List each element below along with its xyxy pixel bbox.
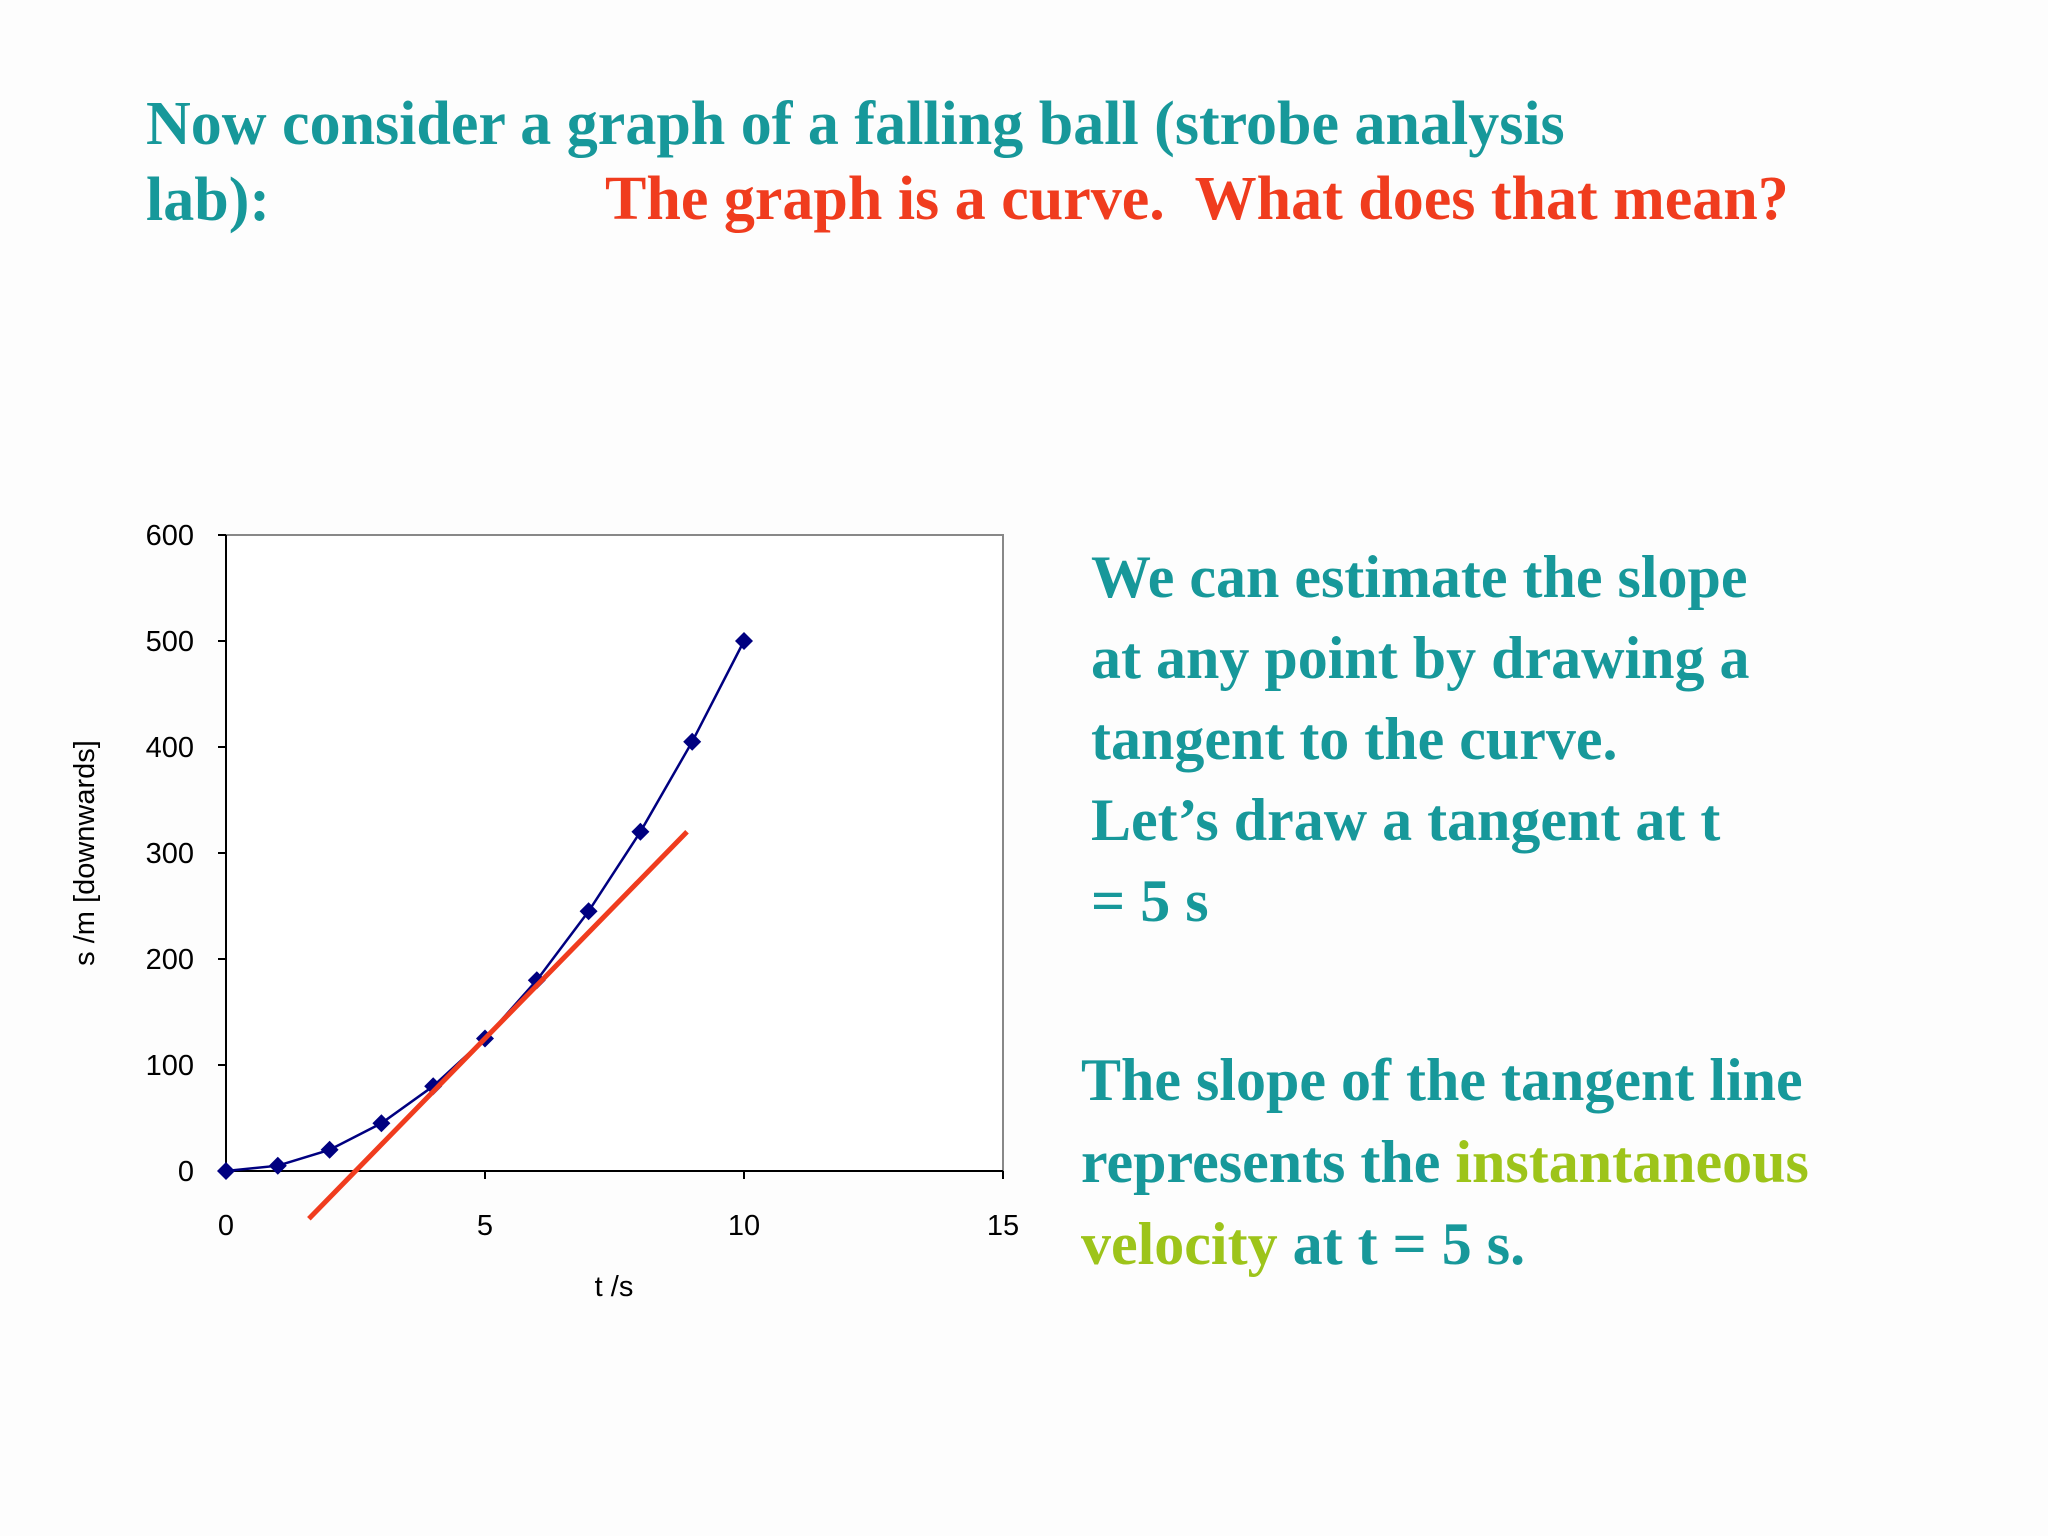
data-point (631, 822, 650, 841)
data-point (527, 971, 546, 990)
data-point (372, 1114, 391, 1133)
data-point (579, 902, 598, 921)
x-tick-label: 0 (218, 1210, 234, 1242)
text-run: represents the (1081, 1129, 1455, 1195)
data-point (683, 732, 702, 751)
y-tick-label: 500 (146, 626, 194, 658)
data-point (268, 1156, 287, 1175)
slide-texts: Now consider a graph of a falling ball (… (146, 90, 1809, 1277)
title-line: lab): (146, 166, 270, 234)
y-axis-title: s /m [downwards] (69, 740, 101, 966)
x-tick-label: 15 (987, 1210, 1019, 1242)
conclusion-line: represents the instantaneous (1081, 1129, 1809, 1195)
data-point (320, 1140, 339, 1159)
y-tick-label: 400 (146, 732, 194, 764)
x-tick-label: 10 (728, 1210, 760, 1242)
explanation-line: tangent to the curve. (1091, 706, 1618, 772)
data-point (424, 1077, 443, 1096)
plot-area (225, 534, 1004, 1172)
explanation-line: Let’s draw a tangent at t (1091, 787, 1720, 853)
title-line: Now consider a graph of a falling ball (… (146, 90, 1565, 158)
explanation-line: We can estimate the slope (1091, 544, 1748, 610)
text-run: The slope of the tangent line (1081, 1047, 1803, 1113)
question: The graph is a curve. What does that mea… (605, 165, 1789, 233)
y-tick-label: 300 (146, 838, 194, 870)
y-tick-label: 100 (146, 1050, 194, 1082)
conclusion-line: velocity at t = 5 s. (1081, 1211, 1525, 1277)
explanation-line: = 5 s (1091, 868, 1209, 934)
x-axis-title: t /s (595, 1271, 634, 1303)
chart: 0 100 200 300 400 500 600 0 5 10 15 t /s s /m [downw… (69, 520, 1019, 1303)
data-point (217, 1162, 235, 1180)
conclusion-line: The slope of the tangent line (1081, 1047, 1803, 1113)
data-point (735, 632, 753, 650)
text-run: instantaneous (1455, 1129, 1808, 1195)
text-run: at t = 5 s. (1278, 1211, 1526, 1277)
tangent-line (307, 830, 689, 1221)
text-run: velocity (1081, 1211, 1278, 1277)
y-tick-label: 200 (146, 944, 194, 976)
y-tick-label: 600 (146, 520, 194, 552)
explanation-line: at any point by drawing a (1091, 625, 1749, 691)
x-tick-label: 5 (477, 1210, 493, 1242)
y-tick-label: 0 (178, 1156, 194, 1188)
